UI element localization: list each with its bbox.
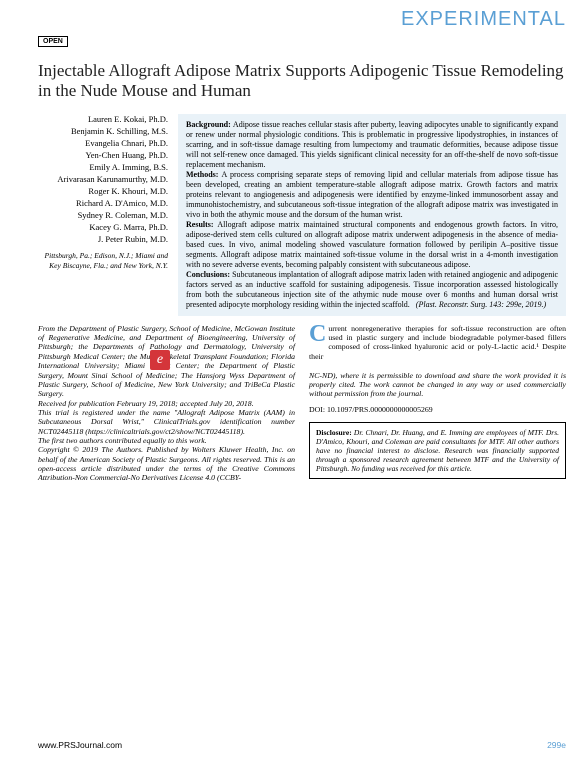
author: Sydney R. Coleman, M.D.	[38, 210, 168, 221]
disclosure-box: Disclosure: Dr. Chnari, Dr. Huang, and E…	[309, 422, 566, 479]
e-logo-icon: e	[150, 350, 170, 370]
abstract-results: Allograft adipose matrix maintained stru…	[186, 220, 558, 269]
license-continued: NC-ND), where it is permissible to downl…	[309, 371, 566, 399]
journal-url: www.PRSJournal.com	[38, 740, 122, 750]
author: Evangelia Chnari, Ph.D.	[38, 138, 168, 149]
author: Kacey G. Marra, Ph.D.	[38, 222, 168, 233]
right-column: Current nonregenerative therapies for so…	[309, 324, 566, 483]
page-footer: www.PRSJournal.com 299e	[0, 740, 586, 750]
author: Roger K. Khouri, M.D.	[38, 186, 168, 197]
page-number: 299e	[547, 740, 566, 750]
author: Lauren E. Kokai, Ph.D.	[38, 114, 168, 125]
open-access-badge: OPEN	[38, 36, 68, 47]
abstract-methods: A process comprising separate steps of r…	[186, 170, 558, 219]
author: Emily A. Imming, B.S.	[38, 162, 168, 173]
abstract-box: Background: Adipose tissue reaches cellu…	[178, 114, 566, 316]
author: Benjamin K. Schilling, M.S.	[38, 126, 168, 137]
left-column: From the Department of Plastic Surgery, …	[38, 324, 295, 483]
received: Received for publication February 19, 20…	[38, 399, 254, 408]
category-header: EXPERIMENTAL	[0, 0, 586, 35]
body-intro: Current nonregenerative therapies for so…	[309, 324, 566, 361]
equal-contrib: The first two authors contributed equall…	[38, 436, 207, 445]
abstract-background: Adipose tissue reaches cellular stasis a…	[186, 120, 558, 169]
author-list: Lauren E. Kokai, Ph.D. Benjamin K. Schil…	[38, 114, 168, 316]
author: Yen-Chen Huang, Ph.D.	[38, 150, 168, 161]
abstract-citation: (Plast. Reconstr. Surg. 143: 299e, 2019.…	[416, 300, 546, 309]
doi: DOI: 10.1097/PRS.0000000000005269	[309, 405, 566, 414]
author: J. Peter Rubin, M.D.	[38, 234, 168, 245]
author: Arivarasan Karunamurthy, M.D.	[38, 174, 168, 185]
article-title: Injectable Allograft Adipose Matrix Supp…	[38, 61, 566, 102]
copyright: Copyright © 2019 The Authors. Published …	[38, 445, 295, 482]
affiliations: Pittsburgh, Pa.; Edison, N.J.; Miami and…	[38, 251, 168, 270]
author: Richard A. D'Amico, M.D.	[38, 198, 168, 209]
trial-reg: This trial is registered under the name …	[38, 408, 295, 436]
